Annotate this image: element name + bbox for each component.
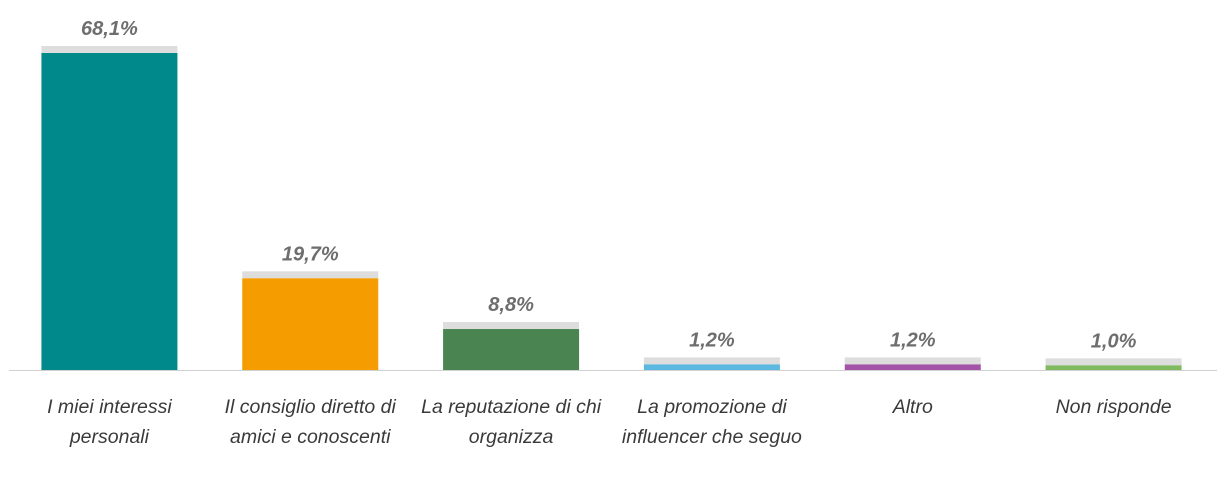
value-label: 68,1% bbox=[81, 18, 138, 40]
value-label: 19,7% bbox=[282, 243, 339, 265]
bar bbox=[643, 364, 780, 370]
bar bbox=[242, 278, 379, 370]
x-tick-label: I miei interessi personali bbox=[47, 396, 172, 448]
value-label: 1,2% bbox=[689, 329, 735, 351]
x-tick-label: La reputazione di chi organizza bbox=[421, 396, 602, 448]
value-label: 8,8% bbox=[488, 294, 534, 316]
bar-shadow bbox=[242, 271, 379, 279]
bar-shadow bbox=[844, 357, 981, 365]
x-tick-label: Il consiglio diretto di amici e conoscen… bbox=[224, 396, 396, 448]
value-label: 1,2% bbox=[890, 329, 936, 351]
bar-shadow bbox=[643, 357, 780, 365]
bar-shadow bbox=[443, 322, 580, 330]
bar bbox=[844, 364, 981, 370]
x-tick-label: La promozione di influencer che seguo bbox=[621, 396, 802, 448]
bar bbox=[1045, 365, 1182, 370]
bar bbox=[41, 53, 178, 370]
x-tick-label: Non risponde bbox=[1055, 396, 1172, 418]
value-label: 1,0% bbox=[1091, 330, 1137, 352]
bar-shadow bbox=[1045, 358, 1182, 366]
bar-shadow bbox=[41, 46, 178, 53]
bar bbox=[443, 329, 580, 370]
x-tick-label: Altro bbox=[892, 396, 933, 418]
